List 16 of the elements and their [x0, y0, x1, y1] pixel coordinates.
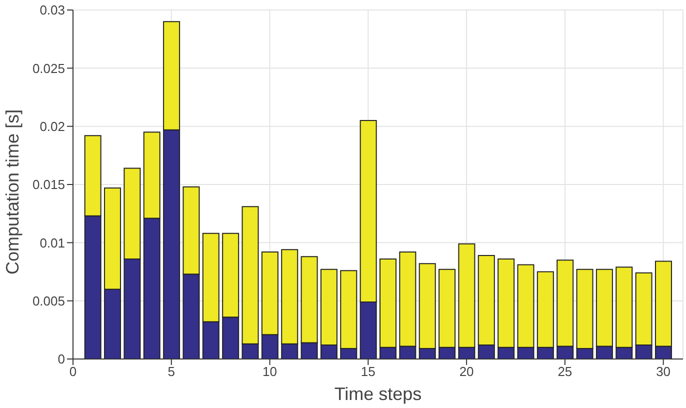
y-tick-label: 0.02 — [40, 118, 65, 134]
x-tick-label: 0 — [69, 364, 77, 380]
y-tick-label: 0.025 — [32, 60, 65, 76]
y-tick-label: 0 — [58, 352, 65, 367]
x-axis-title: Time steps — [334, 384, 422, 404]
x-tick-label: 25 — [558, 364, 572, 380]
y-tick-label: 0.01 — [40, 235, 65, 250]
x-tick-label: 15 — [360, 364, 376, 380]
y-tick-label: 0.015 — [32, 177, 65, 192]
x-tick-label: 10 — [262, 364, 278, 380]
y-axis-title: Computation time [s] — [2, 109, 22, 274]
x-tick-label: 5 — [168, 364, 176, 380]
y-tick-label: 0.005 — [32, 293, 65, 308]
x-tick-label: 30 — [656, 364, 671, 380]
x-tick-label: 20 — [459, 364, 474, 380]
y-tick-label: 0.03 — [40, 2, 65, 18]
